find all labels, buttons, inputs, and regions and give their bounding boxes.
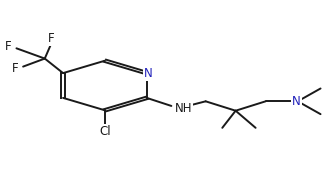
Text: F: F xyxy=(5,40,11,53)
Text: F: F xyxy=(48,32,55,45)
Text: NH: NH xyxy=(175,102,192,115)
Text: N: N xyxy=(292,95,301,108)
Text: N: N xyxy=(144,67,153,80)
Text: Cl: Cl xyxy=(99,125,111,138)
Text: F: F xyxy=(11,62,18,75)
